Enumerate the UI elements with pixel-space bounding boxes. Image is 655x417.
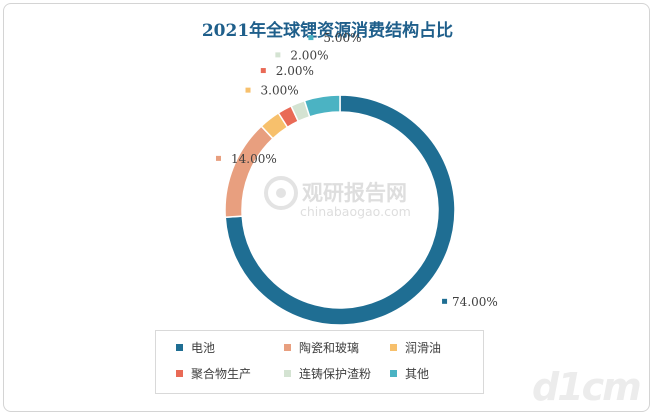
data-label-marker: [275, 52, 281, 58]
legend-label: 聚合物生产: [191, 367, 252, 381]
watermark-url: chinabaogao.com: [300, 204, 411, 219]
legend-swatch: [176, 370, 183, 377]
data-label-4: 2.00%: [260, 64, 314, 78]
legend-swatch: [284, 370, 291, 377]
data-label-marker: [245, 87, 251, 93]
legend-swatch: [390, 344, 397, 351]
legend-swatch: [284, 344, 291, 351]
legend-label: 其他: [405, 367, 430, 381]
legend-item: 连铸保护渣粉: [284, 365, 371, 382]
data-label-6: 5.00%: [308, 31, 362, 45]
legend-item: 陶瓷和玻璃: [284, 339, 359, 356]
data-label-text: 14.00%: [231, 152, 277, 166]
legend-item: 其他: [390, 365, 429, 382]
watermark-logo: 观研报告网 chinabaogao.com: [264, 176, 411, 219]
slice-6: [303, 94, 341, 118]
legend-swatch: [176, 344, 183, 351]
legend-label: 润滑油: [405, 341, 442, 355]
data-label-1: 74.00%: [442, 295, 498, 309]
legend-item: 润滑油: [390, 339, 441, 356]
data-label-text: 2.00%: [290, 48, 328, 62]
data-label-text: 74.00%: [452, 295, 498, 309]
legend-label: 陶瓷和玻璃: [299, 341, 360, 355]
legend-item: 电池: [176, 339, 215, 356]
chart-title: 2021年全球锂资源消费结构占比: [201, 21, 454, 41]
legend-label: 连铸保护渣粉: [299, 367, 372, 381]
data-label-marker: [215, 155, 221, 161]
data-label-2: 14.00%: [215, 152, 277, 166]
data-label-3: 3.00%: [245, 84, 299, 98]
chart-legend: 电池 陶瓷和玻璃 润滑油聚合物生产 连铸保护渣粉 其他: [155, 330, 484, 394]
data-label-5: 2.00%: [275, 48, 328, 62]
legend-label: 电池: [191, 341, 216, 355]
d1cm-watermark: d1cm: [532, 365, 642, 409]
slice-2: [224, 125, 274, 219]
data-label-text: 2.00%: [276, 64, 314, 78]
watermark-brand: 观研报告网: [302, 181, 407, 205]
data-label-text: 5.00%: [323, 31, 361, 45]
data-label-text: 3.00%: [261, 84, 299, 98]
legend-item: 聚合物生产: [176, 365, 251, 382]
data-label-marker: [308, 35, 314, 41]
legend-swatch: [390, 370, 397, 377]
data-label-marker: [260, 68, 266, 74]
data-label-marker: [442, 298, 448, 304]
